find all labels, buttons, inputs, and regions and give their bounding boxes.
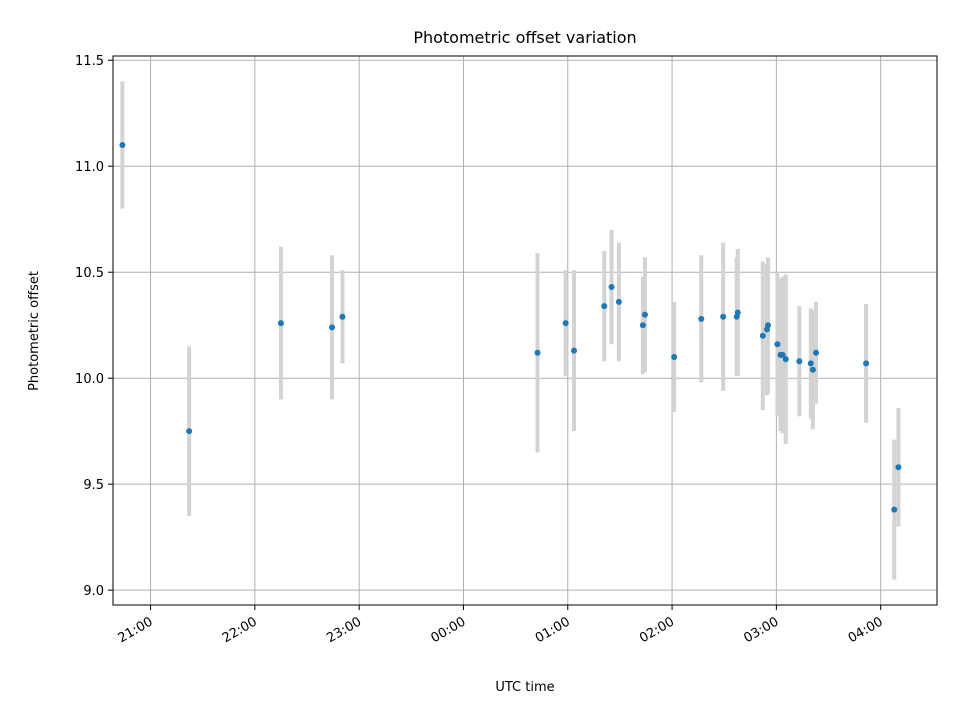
data-point — [863, 360, 870, 367]
y-tick-label: 11.0 — [75, 160, 104, 175]
data-point — [698, 315, 705, 322]
data-point — [329, 324, 336, 331]
data-point — [720, 313, 727, 320]
x-axis-label: UTC time — [495, 680, 554, 695]
data-point — [809, 366, 816, 373]
y-tick-label: 9.5 — [83, 478, 104, 493]
data-point — [562, 320, 569, 327]
data-point — [765, 322, 772, 329]
data-point — [571, 347, 578, 354]
data-point — [813, 349, 820, 356]
data-point — [807, 360, 814, 367]
data-point — [774, 341, 781, 348]
data-point — [759, 332, 766, 339]
data-point — [641, 311, 648, 318]
data-point — [782, 356, 789, 363]
data-point — [671, 353, 678, 360]
y-tick-label: 10.0 — [75, 372, 104, 387]
y-tick-label: 10.5 — [75, 266, 104, 281]
data-point — [779, 351, 786, 358]
data-points — [119, 142, 902, 513]
data-point — [339, 313, 346, 320]
data-point — [891, 506, 898, 513]
data-point — [277, 320, 284, 327]
chart-title: Photometric offset variation — [413, 28, 636, 47]
y-axis-label: Photometric offset — [27, 271, 42, 391]
data-point — [534, 349, 541, 356]
y-axis-ticks: 9.0 9.5 10.0 10.5 11.0 11.5 — [75, 54, 113, 599]
data-point — [895, 464, 902, 471]
data-point — [734, 309, 741, 316]
data-point — [601, 303, 608, 310]
data-point — [608, 284, 615, 291]
axes-frame — [112, 55, 938, 606]
data-point — [639, 322, 646, 329]
data-point — [796, 358, 803, 365]
data-point — [615, 298, 622, 305]
y-tick-label: 11.5 — [75, 54, 104, 69]
data-point — [119, 142, 126, 149]
data-point — [186, 428, 193, 435]
y-tick-label: 9.0 — [83, 584, 104, 599]
